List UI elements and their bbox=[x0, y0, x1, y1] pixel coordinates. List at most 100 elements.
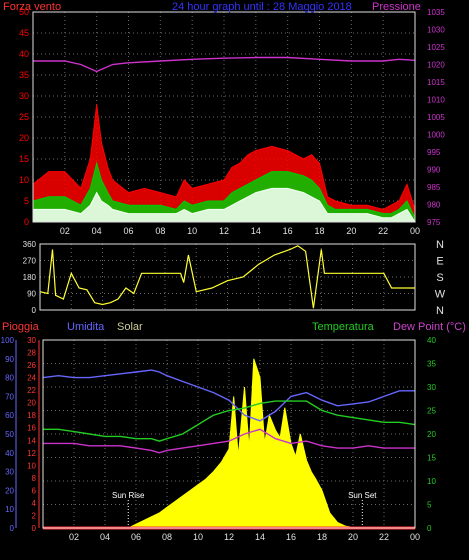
rain-tick-label: 16 bbox=[27, 424, 36, 433]
temp-tick-label: 0 bbox=[427, 524, 432, 533]
x-tick-label: 02 bbox=[60, 226, 70, 236]
y-tick-label: 90 bbox=[27, 290, 36, 299]
rain-tick-label: 20 bbox=[27, 399, 36, 408]
x-tick-label: 10 bbox=[187, 226, 197, 236]
pressure-tick-label: 1005 bbox=[427, 113, 445, 122]
x-tick-label: 06 bbox=[123, 226, 133, 236]
wind-low-area bbox=[32, 187, 416, 223]
x-tick-label: 04 bbox=[100, 532, 110, 542]
rain-tick-label: 24 bbox=[27, 374, 36, 383]
rain-tick-label: 6 bbox=[32, 486, 37, 495]
plot-frame bbox=[42, 339, 416, 529]
temperature-line bbox=[43, 400, 416, 442]
y-tick-label: 0 bbox=[24, 217, 29, 227]
x-tick-label: 20 bbox=[348, 532, 358, 542]
humidity-tick-label: 30 bbox=[5, 468, 14, 477]
pressure-tick-label: 1000 bbox=[427, 131, 445, 140]
pressure-tick-label: 1035 bbox=[427, 8, 445, 17]
x-tick-label: 14 bbox=[251, 226, 261, 236]
y-tick-label: 35 bbox=[19, 70, 29, 80]
x-tick-label: 12 bbox=[219, 226, 229, 236]
y-tick-label: 0 bbox=[32, 306, 37, 315]
x-tick-label: 06 bbox=[131, 532, 141, 542]
pressure-tick-label: 1020 bbox=[427, 61, 445, 70]
pressure-tick-label: 990 bbox=[427, 166, 441, 175]
pressure-tick-label: 980 bbox=[427, 201, 441, 210]
x-tick-label: 10 bbox=[193, 532, 203, 542]
compass-label: W bbox=[435, 289, 446, 301]
humidity-tick-label: 60 bbox=[5, 411, 14, 420]
pressure-tick-label: 1025 bbox=[427, 43, 445, 52]
x-tick-label: 18 bbox=[317, 532, 327, 542]
x-tick-label: 12 bbox=[224, 532, 234, 542]
temp-tick-label: 20 bbox=[427, 430, 436, 439]
compass-label: N bbox=[436, 239, 444, 251]
humidity-tick-label: 90 bbox=[5, 355, 14, 364]
humidity-tick-label: 20 bbox=[5, 486, 14, 495]
y-tick-label: 270 bbox=[23, 257, 37, 266]
chart-title: 24 hour graph until : 28 Maggio 2018 bbox=[172, 1, 352, 13]
y-tick-label: 50 bbox=[19, 7, 29, 17]
x-tick-label: 14 bbox=[255, 532, 265, 542]
x-tick-label: 22 bbox=[379, 532, 389, 542]
humidity-label: Umidita bbox=[67, 321, 105, 333]
rain-tick-label: 30 bbox=[27, 336, 36, 345]
wind-label: Forza vento bbox=[3, 1, 62, 13]
dewpoint-label: Dew Point (°C) bbox=[393, 321, 466, 333]
x-tick-label: 16 bbox=[283, 226, 293, 236]
sun-set-label: Sun Set bbox=[348, 491, 377, 500]
x-tick-label: 22 bbox=[378, 226, 388, 236]
rain-tick-label: 2 bbox=[32, 511, 37, 520]
pressure-tick-label: 1010 bbox=[427, 96, 445, 105]
humidity-tick-label: 0 bbox=[10, 524, 15, 533]
pressure-line bbox=[33, 56, 416, 73]
rain-tick-label: 28 bbox=[27, 349, 36, 358]
y-tick-label: 25 bbox=[19, 112, 29, 122]
x-tick-label: 00 bbox=[410, 532, 420, 542]
wind-chart: 0510152025303540455097598098599099510001… bbox=[19, 7, 445, 236]
pressure-tick-label: 985 bbox=[427, 183, 441, 192]
rain-tick-label: 10 bbox=[27, 461, 36, 470]
direction-line bbox=[39, 245, 415, 309]
humidity-line bbox=[42, 369, 415, 422]
y-tick-label: 30 bbox=[19, 91, 29, 101]
rain-tick-label: 8 bbox=[32, 474, 37, 483]
temperature-label: Temperatura bbox=[312, 321, 374, 333]
x-tick-label: 08 bbox=[162, 532, 172, 542]
temp-tick-label: 40 bbox=[427, 336, 436, 345]
temp-tick-label: 5 bbox=[427, 501, 432, 510]
x-tick-label: 04 bbox=[92, 226, 102, 236]
temp-tick-label: 35 bbox=[427, 360, 436, 369]
rain-tick-label: 22 bbox=[27, 386, 36, 395]
y-tick-label: 45 bbox=[19, 28, 29, 38]
pressure-tick-label: 1015 bbox=[427, 78, 445, 87]
rain-label: Pioggia bbox=[2, 321, 39, 333]
y-tick-label: 40 bbox=[19, 49, 29, 59]
y-tick-label: 15 bbox=[19, 154, 29, 164]
x-tick-label: 02 bbox=[69, 532, 79, 542]
x-tick-label: 20 bbox=[346, 226, 356, 236]
rain-tick-label: 14 bbox=[27, 436, 36, 445]
temp-tick-label: 10 bbox=[427, 477, 436, 486]
dewpoint-line bbox=[43, 428, 415, 454]
y-tick-label: 10 bbox=[19, 175, 29, 185]
rain-tick-label: 4 bbox=[32, 499, 37, 508]
humidity-tick-label: 70 bbox=[5, 392, 14, 401]
y-tick-label: 20 bbox=[19, 133, 29, 143]
y-tick-label: 180 bbox=[23, 273, 37, 282]
x-tick-label: 18 bbox=[314, 226, 324, 236]
compass-label: E bbox=[436, 256, 443, 268]
solar-label: Solar bbox=[117, 321, 143, 333]
x-tick-label: 00 bbox=[410, 226, 420, 236]
compass-label: S bbox=[436, 272, 443, 284]
temp-tick-label: 30 bbox=[427, 383, 436, 392]
y-tick-label: 5 bbox=[24, 196, 29, 206]
rain-tick-label: 18 bbox=[27, 411, 36, 420]
pressure-tick-label: 995 bbox=[427, 148, 441, 157]
x-tick-label: 08 bbox=[155, 226, 165, 236]
rain-tick-label: 12 bbox=[27, 449, 36, 458]
rain-tick-label: 0 bbox=[32, 524, 37, 533]
